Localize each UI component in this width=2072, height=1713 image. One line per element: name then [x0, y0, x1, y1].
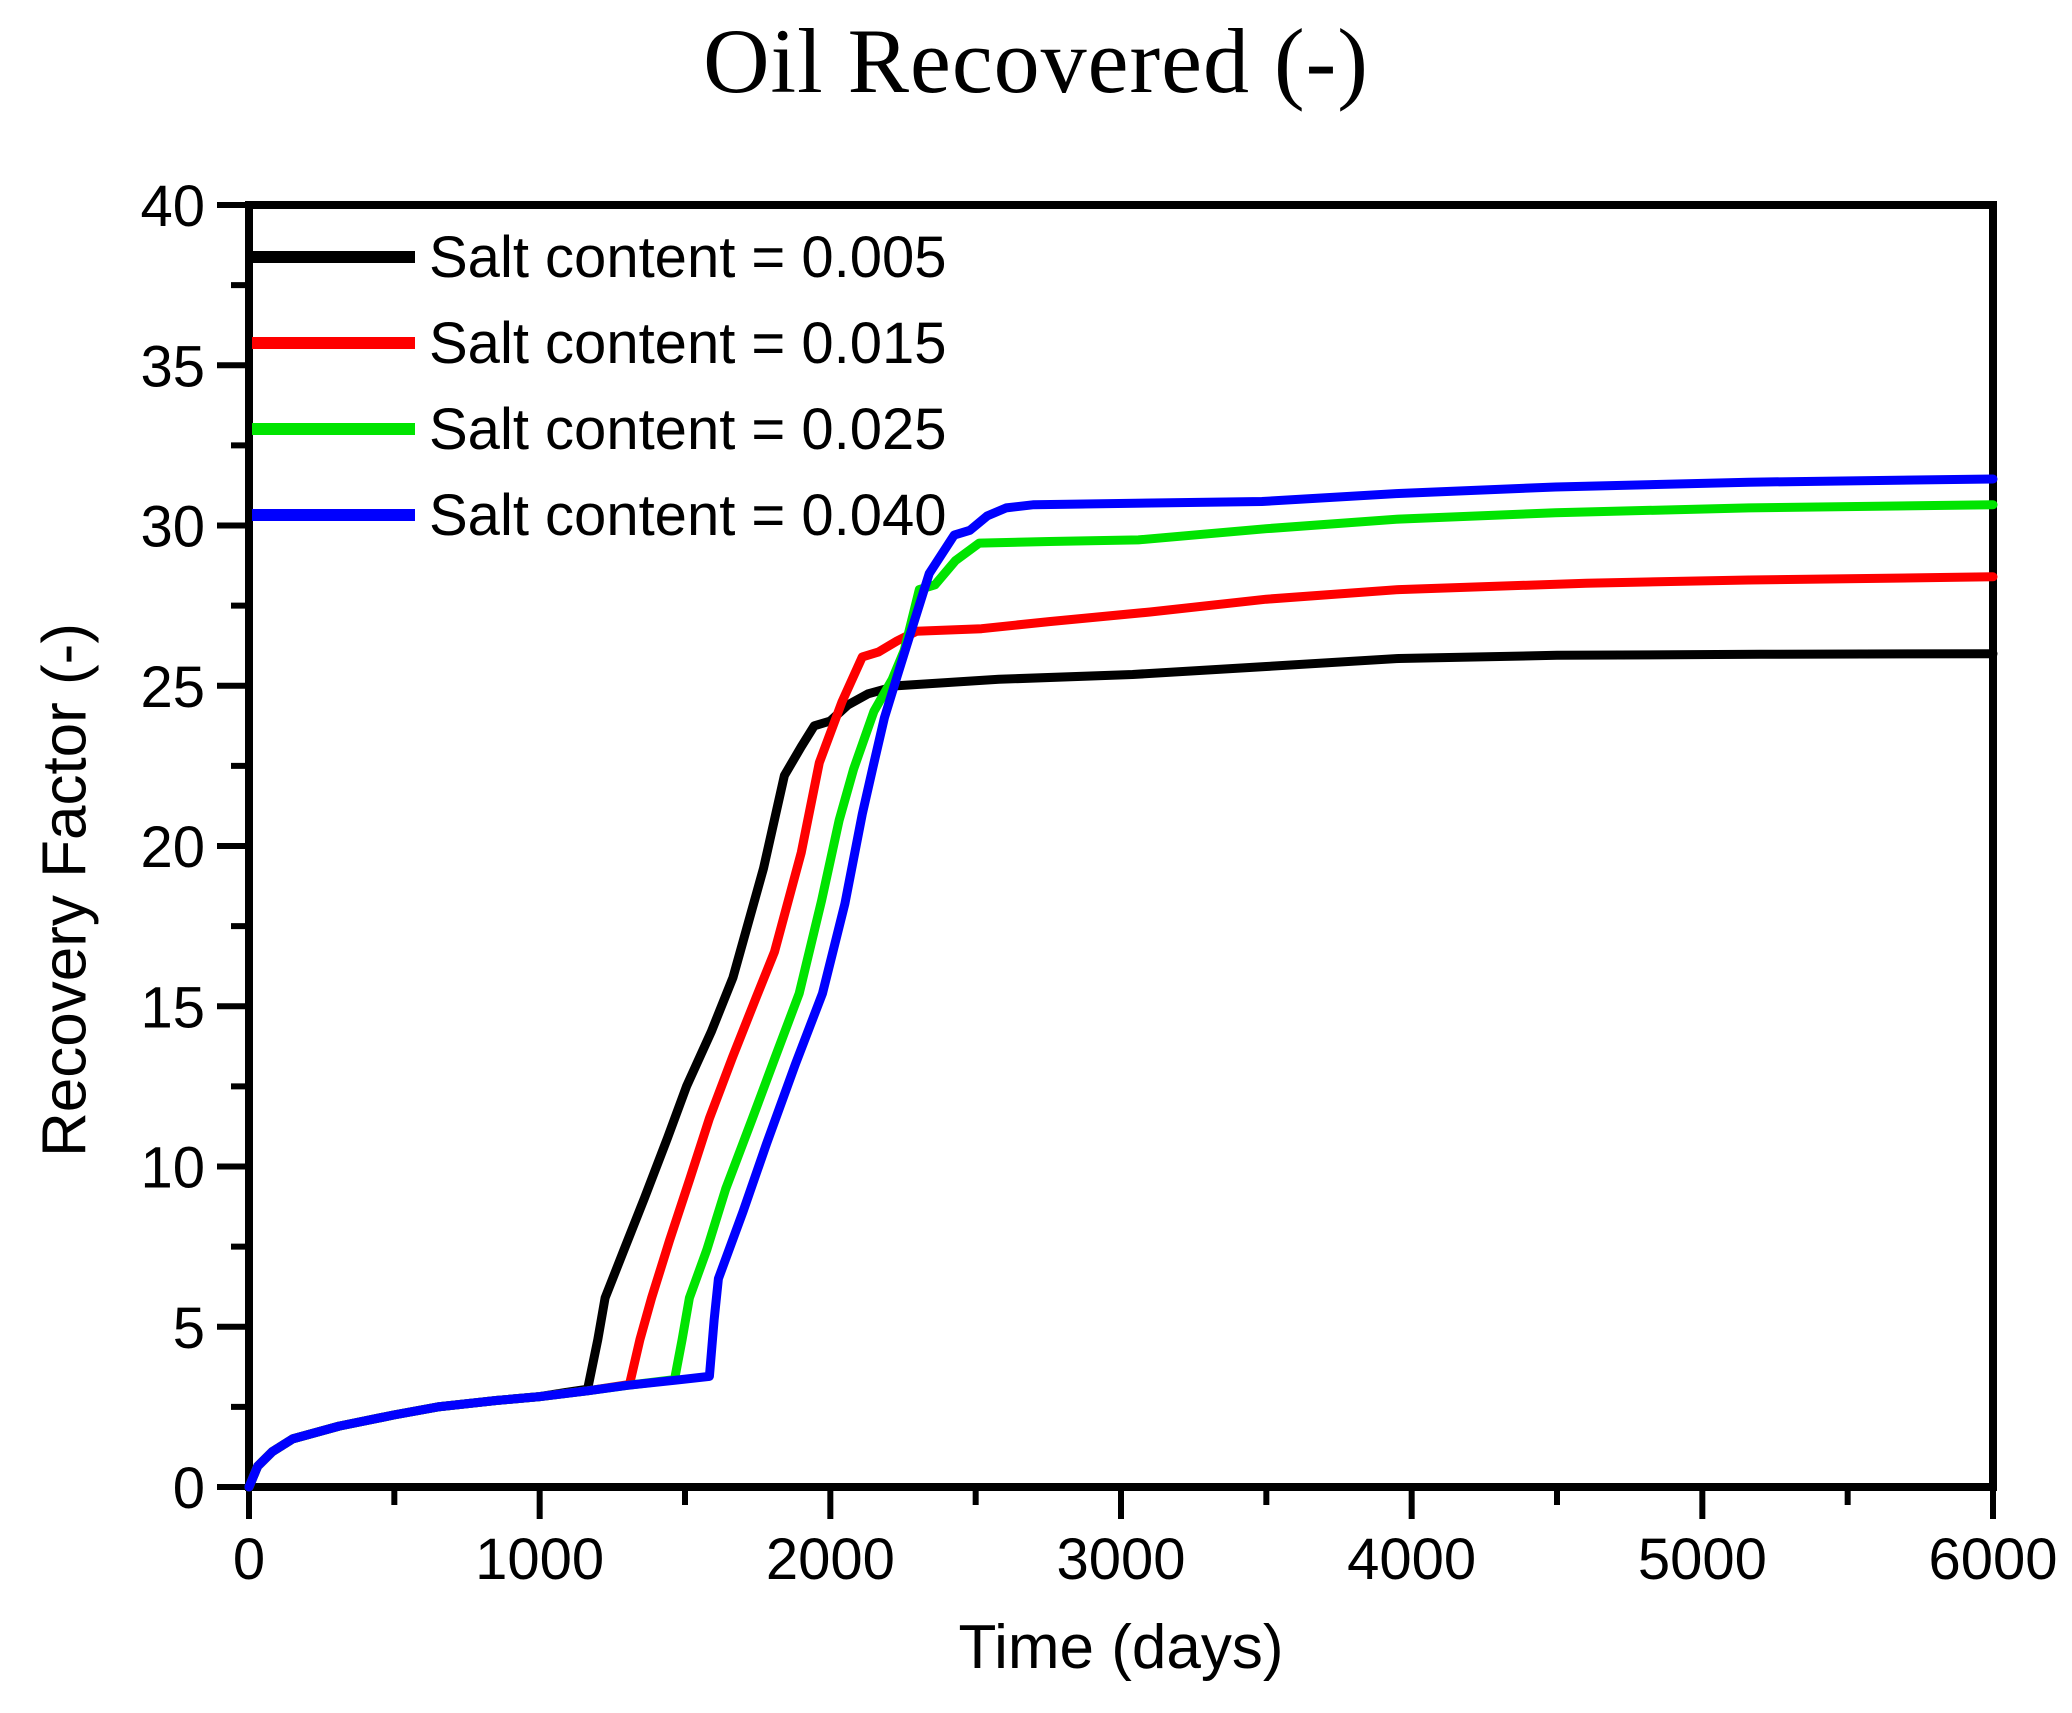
- y-tick-label: 40: [140, 174, 205, 239]
- x-tick-label: 1000: [475, 1527, 604, 1592]
- series-line-3: [244, 474, 1998, 1492]
- chart-title: Oil Recovered (-): [703, 10, 1369, 112]
- y-tick-label: 25: [140, 655, 205, 720]
- legend-line-swatch: [252, 251, 415, 263]
- legend-label: Salt content = 0.040: [429, 482, 947, 548]
- legend-row-2: Salt content = 0.025: [252, 386, 947, 472]
- y-tick-label: 30: [140, 495, 205, 560]
- legend-label: Salt content = 0.015: [429, 310, 947, 376]
- legend-row-1: Salt content = 0.015: [252, 300, 947, 386]
- series-line-0: [244, 649, 1998, 1492]
- x-axis-title: Time (days): [958, 1613, 1284, 1682]
- legend-line-swatch: [252, 423, 415, 435]
- y-tick-label: 5: [173, 1296, 205, 1361]
- x-tick-labels: 0 1000 2000 3000 4000 5000 6000: [233, 1527, 2058, 1592]
- legend-row-0: Salt content = 0.005: [252, 214, 947, 300]
- legend: Salt content = 0.005 Salt content = 0.015…: [252, 214, 947, 558]
- y-tick-label: 0: [173, 1456, 205, 1521]
- y-tick-label: 20: [140, 815, 205, 880]
- legend-row-3: Salt content = 0.040: [252, 472, 947, 558]
- x-tick-label: 5000: [1638, 1527, 1767, 1592]
- y-tick-labels: 0 5 10 15 20 25 30 35 40: [140, 174, 205, 1521]
- y-tick-label: 10: [140, 1136, 205, 1201]
- axis-ticks: [217, 202, 1996, 1519]
- y-axis-title: Recovery Factor (-): [30, 623, 100, 1157]
- x-tick-label: 4000: [1347, 1527, 1476, 1592]
- legend-line-swatch: [252, 337, 415, 349]
- series-line-1: [244, 572, 1998, 1492]
- legend-label: Salt content = 0.005: [429, 224, 947, 290]
- y-tick-label: 15: [140, 975, 205, 1040]
- x-tick-label: 3000: [1056, 1527, 1185, 1592]
- legend-line-swatch: [252, 509, 415, 521]
- legend-label: Salt content = 0.025: [429, 396, 947, 462]
- x-tick-label: 2000: [766, 1527, 895, 1592]
- x-tick-label: 0: [233, 1527, 265, 1592]
- x-tick-label: 6000: [1928, 1527, 2057, 1592]
- y-tick-label: 35: [140, 334, 205, 399]
